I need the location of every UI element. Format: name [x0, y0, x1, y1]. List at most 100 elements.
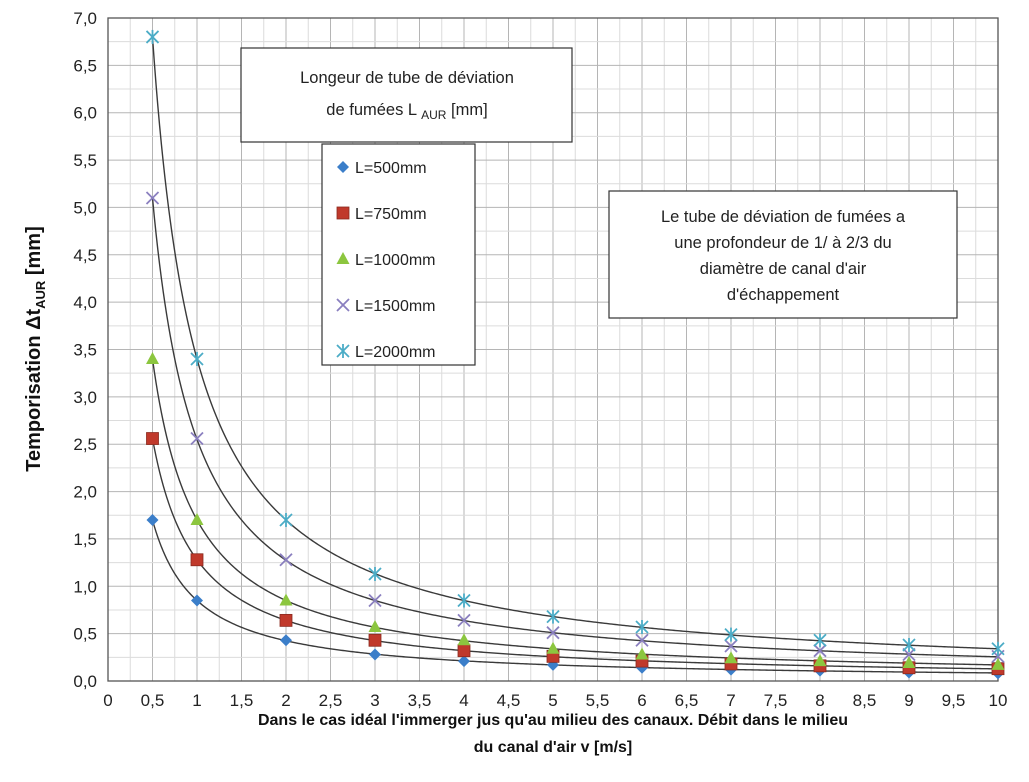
x-axis-label-line2: du canal d'air v [m/s] — [474, 739, 633, 756]
legend-title-sub: AUR — [421, 108, 447, 122]
plot-frame — [107, 17, 999, 682]
legend-title-line2: de fumées L AUR [mm] — [326, 101, 487, 122]
diamond-marker-shape — [146, 513, 159, 526]
triangle-marker-shape — [635, 647, 649, 660]
fit-curve — [151, 36, 999, 650]
x-tick-label: 9 — [904, 691, 913, 710]
x-marker-stroke — [190, 431, 204, 446]
diamond-marker-shape — [280, 634, 292, 647]
data-point-triangle — [279, 593, 293, 606]
x-marker-stroke — [902, 647, 916, 662]
data-point-triangle — [146, 351, 159, 364]
legend-marker-triangle — [336, 252, 350, 264]
x-tick-label: 10 — [989, 691, 1008, 710]
data-point-x — [724, 639, 738, 653]
triangle-marker-shape — [368, 620, 382, 633]
data-point-square — [190, 553, 204, 567]
y-axis-label-sub: AUR — [33, 280, 48, 309]
square-marker-shape — [190, 553, 204, 567]
y-tick-label: 3,0 — [73, 388, 97, 407]
x-tick-label: 3,5 — [408, 691, 432, 710]
fit-curve — [151, 438, 999, 670]
x-tick-label: 5,5 — [586, 691, 610, 710]
x-tick-label: 8 — [815, 691, 824, 710]
fit-curves — [151, 36, 999, 674]
x-tick-label: 0 — [103, 691, 112, 710]
y-tick-label: 2,5 — [73, 435, 97, 454]
legend-marker-x — [336, 298, 350, 312]
data-point-square — [368, 633, 382, 647]
y-tick-label: 0,5 — [73, 625, 97, 644]
triangle-marker-shape — [902, 656, 916, 669]
x-tick-label: 7 — [726, 691, 735, 710]
triangle-marker-shape — [190, 512, 204, 525]
legend: L=500mm L=750mm L=1000mm L=1500mm L=2000mm — [321, 143, 476, 366]
legend-marker-square — [336, 206, 350, 220]
data-point-triangle — [991, 657, 1005, 670]
data-point-x — [145, 191, 160, 205]
data-point-diamond — [280, 634, 292, 647]
data-point-star — [991, 641, 1005, 656]
data-point-star — [546, 609, 560, 624]
data-point-triangle — [368, 620, 382, 633]
x-tick-label: 3 — [370, 691, 379, 710]
data-point-square — [279, 613, 293, 627]
y-tick-label: 1,0 — [73, 577, 97, 596]
diamond-marker-shape — [337, 161, 349, 173]
data-point-star — [457, 593, 471, 608]
legend-label: L=1500mm — [355, 298, 436, 315]
data-point-star — [279, 512, 293, 527]
triangle-marker-shape — [279, 593, 293, 606]
data-point-star — [635, 620, 649, 635]
data-point-triangle — [813, 654, 827, 667]
x-tick-label: 7,5 — [764, 691, 788, 710]
x-marker-stroke — [457, 613, 471, 628]
y-tick-label: 3,5 — [73, 341, 97, 360]
y-axis-label: Temporisation ΔtAUR [mm] — [23, 226, 48, 472]
x-marker-stroke — [724, 639, 738, 653]
x-tick-label: 5 — [548, 691, 557, 710]
x-marker-stroke — [145, 191, 160, 205]
y-tick-labels: 0,0 0,5 1,0 1,5 2,0 2,5 3,0 3,5 4,0 4,5 5,0 5,5 6,0 6… — [73, 9, 97, 691]
data-point-x — [902, 647, 916, 662]
x-marker-stroke — [546, 626, 560, 640]
y-tick-label: 5,5 — [73, 151, 97, 170]
triangle-marker-shape — [546, 641, 560, 654]
x-tick-label: 6,5 — [675, 691, 699, 710]
square-marker-shape — [368, 633, 382, 647]
data-point-x — [813, 644, 827, 658]
legend-title-line2-main: de fumées L — [326, 101, 417, 119]
data-point-triangle — [190, 512, 204, 525]
legend-marker-diamond — [337, 161, 349, 173]
fit-curve — [151, 358, 999, 666]
annotation-line3: diamètre de canal d'air — [700, 260, 867, 278]
x-axis-label-line1: Dans le cas idéal l'immerger jus qu'au m… — [258, 712, 848, 729]
x-tick-label: 9,5 — [942, 691, 966, 710]
triangle-marker-shape — [146, 351, 159, 364]
square-marker-shape — [457, 644, 471, 658]
x-marker-stroke — [813, 644, 827, 658]
fit-curve — [151, 197, 999, 658]
legend-title-box: Longeur de tube de déviation de fumées L… — [240, 47, 573, 143]
triangle-marker-shape — [457, 633, 471, 646]
data-point-x — [635, 633, 649, 647]
data-point-star — [190, 351, 204, 366]
legend-label: L=750mm — [355, 206, 427, 223]
triangle-marker-shape — [724, 651, 738, 664]
x-marker-stroke — [336, 298, 350, 312]
y-tick-label: 5,0 — [73, 198, 97, 217]
y-tick-label: 4,0 — [73, 293, 97, 312]
x-tick-label: 4 — [459, 691, 468, 710]
annotation-line4: d'échappement — [727, 286, 840, 304]
x-marker-stroke — [279, 553, 293, 567]
data-point-diamond — [369, 648, 381, 661]
annotation-line1: Le tube de déviation de fumées a — [661, 208, 906, 226]
x-marker-stroke — [368, 593, 382, 608]
legend-label: L=500mm — [355, 160, 427, 177]
legend-title-unit: [mm] — [446, 101, 487, 119]
triangle-marker-shape — [336, 252, 350, 264]
data-points — [145, 29, 1005, 680]
y-tick-label: 2,0 — [73, 483, 97, 502]
x-tick-label: 6 — [637, 691, 646, 710]
